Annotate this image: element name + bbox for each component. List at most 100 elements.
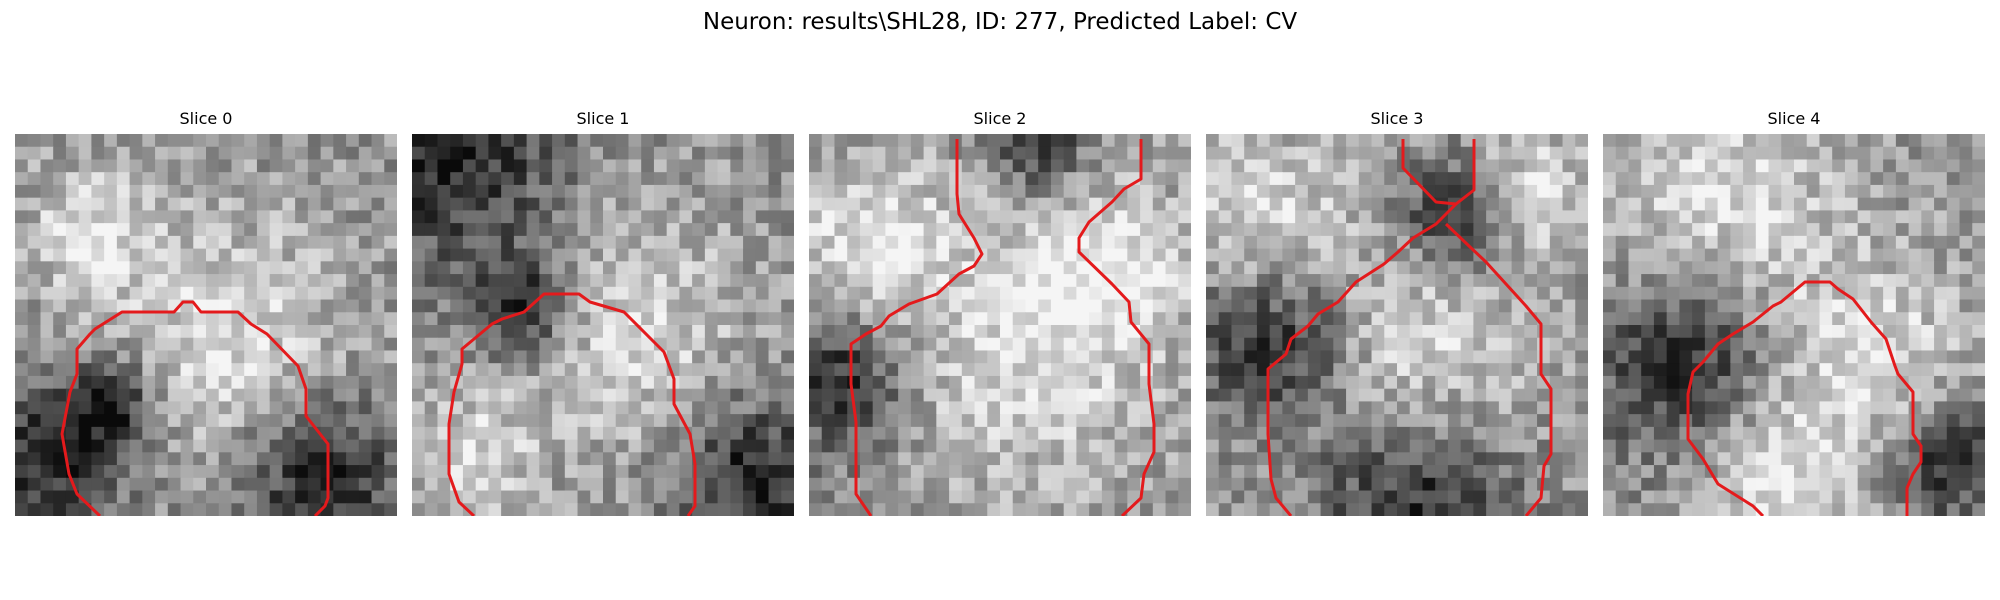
- pixel-cell: [1730, 401, 1744, 415]
- pixel-cell: [1460, 184, 1474, 199]
- pixel-cell: [358, 363, 373, 377]
- pixel-cell: [1012, 286, 1026, 301]
- pixel-cell: [755, 146, 770, 160]
- pixel-cell: [1562, 248, 1576, 262]
- pixel-cell: [1653, 248, 1668, 262]
- pixel-cell: [1038, 210, 1052, 224]
- pixel-cell: [1012, 146, 1026, 160]
- pixel-cell: [590, 184, 604, 199]
- pixel-cell: [1256, 248, 1271, 262]
- pixel-cell: [15, 172, 29, 186]
- pixel-cell: [1908, 503, 1922, 516]
- pixel-cell: [834, 401, 848, 415]
- pixel-cell: [755, 363, 770, 377]
- pixel-cell: [1409, 325, 1423, 339]
- pixel-cell: [1730, 274, 1744, 288]
- pixel-cell: [653, 248, 668, 262]
- pixel-cell: [1972, 337, 1985, 351]
- pixel-cell: [307, 401, 322, 415]
- pixel-cell: [1755, 363, 1770, 377]
- pixel-cell: [1358, 503, 1373, 516]
- pixel-cell: [1025, 248, 1039, 262]
- pixel-cell: [501, 197, 515, 211]
- pixel-cell: [501, 325, 515, 339]
- pixel-cell: [1615, 159, 1629, 173]
- pixel-cell: [743, 184, 757, 199]
- pixel-cell: [116, 134, 131, 148]
- pixel-cell: [256, 503, 271, 516]
- pixel-cell: [1409, 388, 1423, 402]
- pixel-cell: [116, 363, 131, 377]
- pixel-cell: [603, 197, 617, 211]
- pixel-cell: [244, 248, 258, 262]
- pixel-cell: [704, 235, 719, 250]
- pixel-cell: [564, 401, 579, 415]
- pixel-cell: [53, 465, 67, 479]
- pixel-cell: [704, 414, 719, 428]
- pixel-cell: [590, 337, 604, 351]
- pixel-cell: [1781, 350, 1795, 364]
- pixel-cell: [1422, 286, 1436, 301]
- pixel-cell: [1178, 261, 1191, 275]
- pixel-cell: [1460, 172, 1474, 186]
- pixel-cell: [1435, 312, 1449, 326]
- pixel-cell: [269, 223, 283, 237]
- pixel-cell: [1575, 248, 1588, 262]
- pixel-cell: [424, 401, 438, 415]
- pixel-cell: [1781, 248, 1795, 262]
- pixel-cell: [1333, 465, 1347, 479]
- pixel-cell: [1768, 286, 1782, 301]
- pixel-cell: [1114, 465, 1128, 479]
- pixel-cell: [936, 134, 950, 148]
- pixel-cell: [424, 426, 438, 441]
- pixel-cell: [27, 363, 41, 377]
- pixel-cell: [590, 490, 604, 504]
- pixel-cell: [1206, 286, 1220, 301]
- pixel-cell: [371, 490, 385, 504]
- pixel-cell: [1743, 197, 1757, 211]
- pixel-cell: [244, 172, 258, 186]
- pixel-cell: [1473, 235, 1487, 250]
- pixel-cell: [40, 452, 54, 466]
- pixel-cell: [1575, 274, 1588, 288]
- pixel-cell: [1307, 426, 1322, 441]
- pixel-cell: [577, 401, 591, 415]
- pixel-cell: [1473, 375, 1487, 390]
- pixel-cell: [1460, 477, 1474, 492]
- pixel-cell: [1333, 146, 1347, 160]
- pixel-cell: [1346, 490, 1360, 504]
- pixel-cell: [1435, 388, 1449, 402]
- pixel-cell: [371, 350, 385, 364]
- pixel-cell: [1012, 235, 1026, 250]
- pixel-cell: [1409, 465, 1423, 479]
- pixel-cell: [1806, 490, 1820, 504]
- pixel-cell: [1946, 274, 1961, 288]
- pixel-cell: [1089, 299, 1103, 313]
- pixel-cell: [1076, 159, 1090, 173]
- pixel-cell: [704, 452, 719, 466]
- pixel-cell: [424, 274, 438, 288]
- pixel-cell: [552, 363, 566, 377]
- pixel-cell: [615, 248, 629, 262]
- pixel-cell: [1908, 299, 1922, 313]
- pixel-cell: [834, 134, 848, 148]
- pixel-cell: [244, 452, 258, 466]
- slice-title-4: Slice 4: [1767, 109, 1821, 128]
- pixel-cell: [1371, 159, 1385, 173]
- pixel-cell: [1603, 337, 1617, 351]
- pixel-cell: [730, 337, 744, 351]
- pixel-cell: [1704, 363, 1719, 377]
- pixel-cell: [167, 312, 182, 326]
- neuron-outline-0: [60, 300, 330, 516]
- pixel-cell: [1371, 426, 1385, 441]
- pixel-cell: [1641, 210, 1655, 224]
- pixel-cell: [501, 172, 515, 186]
- pixel-cell: [116, 465, 131, 479]
- pixel-cell: [1908, 452, 1922, 466]
- pixel-cell: [167, 172, 182, 186]
- pixel-cell: [91, 223, 105, 237]
- pixel-cell: [615, 184, 629, 199]
- pixel-cell: [1781, 363, 1795, 377]
- pixel-cell: [1206, 439, 1220, 453]
- pixel-cell: [1946, 490, 1961, 504]
